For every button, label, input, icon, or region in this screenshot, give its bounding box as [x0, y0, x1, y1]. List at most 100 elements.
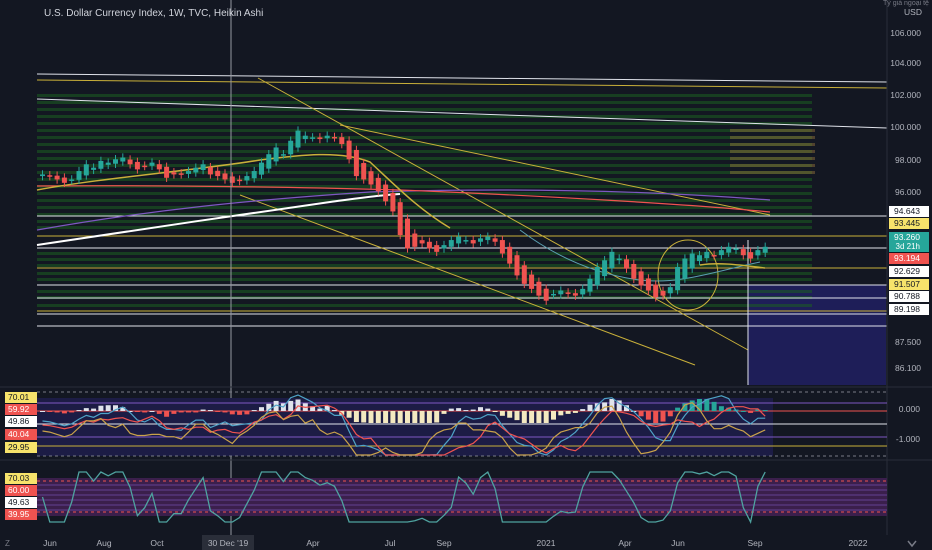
osc1-bar — [266, 403, 272, 411]
zone-tail — [730, 136, 815, 139]
candle-body — [697, 255, 702, 262]
osc1-bar — [215, 411, 221, 412]
osc1-bar — [383, 411, 389, 423]
osc1-bar — [689, 400, 695, 411]
osc1-bar — [587, 404, 593, 411]
osc1-bar — [405, 411, 410, 423]
price-tag-bg — [889, 266, 929, 277]
candle-body — [521, 265, 527, 284]
candle-body — [397, 202, 403, 236]
osc1-bar — [448, 408, 454, 411]
price-tag-bg — [889, 206, 929, 217]
candle-body — [405, 218, 410, 249]
currency-label: USD — [904, 7, 922, 17]
zone-tail — [730, 150, 815, 153]
candle-body — [113, 159, 118, 164]
osc1-bar — [142, 411, 148, 413]
osc1-bar — [207, 410, 213, 412]
osc1-bar — [76, 410, 82, 412]
osc1-bar — [105, 405, 111, 411]
corner-label: Z — [5, 539, 10, 548]
candle-body — [40, 174, 45, 177]
candle-body — [507, 246, 513, 264]
osc1-bar — [551, 411, 556, 420]
osc1-bar — [682, 403, 688, 411]
osc1-bar — [748, 411, 754, 413]
candle-body — [383, 184, 389, 202]
price-tag-value: 94.643 — [894, 206, 920, 216]
candle-body — [237, 179, 243, 182]
zone-band — [37, 206, 812, 209]
oscillator-pane-1 — [37, 391, 887, 457]
price-tag-value: 92.629 — [894, 266, 920, 276]
zone-band — [37, 199, 812, 202]
osc1-bar — [485, 408, 491, 411]
osc1-bar — [740, 411, 746, 412]
candle-body — [565, 292, 571, 294]
osc1-bar — [91, 408, 97, 411]
trendline-top-white — [36, 73, 888, 83]
candle-body — [273, 147, 279, 162]
price-tag-bg — [889, 232, 929, 252]
candle-body — [91, 167, 97, 170]
time-axis[interactable] — [0, 535, 932, 550]
candle-body — [83, 164, 89, 176]
zone-band — [37, 94, 812, 97]
osc1-bar — [426, 411, 432, 423]
candle-body — [551, 293, 556, 296]
osc2-stoch-line — [41, 470, 766, 524]
time-tick: Sep — [747, 538, 762, 548]
support-resistance-zones — [37, 94, 815, 307]
candle-body — [689, 253, 695, 269]
osc1-bar — [375, 411, 381, 423]
zone-band — [37, 185, 812, 188]
osc1-bar — [259, 407, 264, 411]
price-tick: 102.000 — [890, 90, 921, 100]
osc1-bar — [353, 411, 359, 423]
osc1-bar — [134, 411, 140, 412]
zone-band — [37, 178, 812, 181]
osc1-bar — [470, 409, 476, 411]
osc1-bar — [229, 411, 235, 415]
osc1-bar — [755, 409, 761, 411]
candle-body — [441, 245, 447, 249]
candle-body — [718, 250, 724, 256]
osc1-bar — [514, 411, 520, 421]
candle-body — [594, 266, 600, 286]
candle-body — [602, 260, 608, 277]
candle-body — [142, 165, 148, 168]
candle-body — [529, 274, 535, 289]
candle-body — [514, 255, 520, 276]
osc1-bar — [69, 411, 75, 413]
osc2-label: 60.00 — [8, 485, 30, 495]
osc1-bar — [178, 411, 184, 413]
zone-tail — [730, 143, 815, 146]
highlight-circle — [657, 239, 719, 311]
candle-body — [645, 278, 651, 291]
zone-tail — [730, 171, 815, 174]
osc1-bar — [237, 411, 243, 415]
osc1-bar — [521, 411, 527, 423]
log-scale-icon[interactable] — [907, 540, 917, 548]
time-tick: 2021 — [537, 538, 556, 548]
left-indicator-labels: 70.01 59.92 49.86 40.04 29.95 70.03 60.00 49.63… — [5, 392, 37, 520]
candle-body — [572, 293, 578, 296]
candle-body — [127, 159, 133, 165]
candle-body — [667, 287, 673, 294]
candle-body — [653, 284, 659, 298]
candle-body — [178, 173, 184, 175]
candle-body — [317, 137, 323, 140]
price-tick: 100.000 — [890, 122, 921, 132]
osc2-label: 70.03 — [8, 473, 30, 483]
candle-body — [368, 171, 374, 185]
time-axis-ticks: Jun Aug Oct 30 Dec '19 Apr Jul Sep 2021 Apr Jun Se… — [43, 535, 868, 550]
osc1-bar — [98, 405, 104, 411]
price-tag-value: 93.194 — [894, 253, 920, 263]
osc1-bar — [529, 411, 535, 423]
osc1-bar — [193, 411, 199, 413]
osc1-bar — [332, 410, 337, 412]
candle-body — [390, 192, 396, 212]
candle-body — [536, 281, 542, 296]
